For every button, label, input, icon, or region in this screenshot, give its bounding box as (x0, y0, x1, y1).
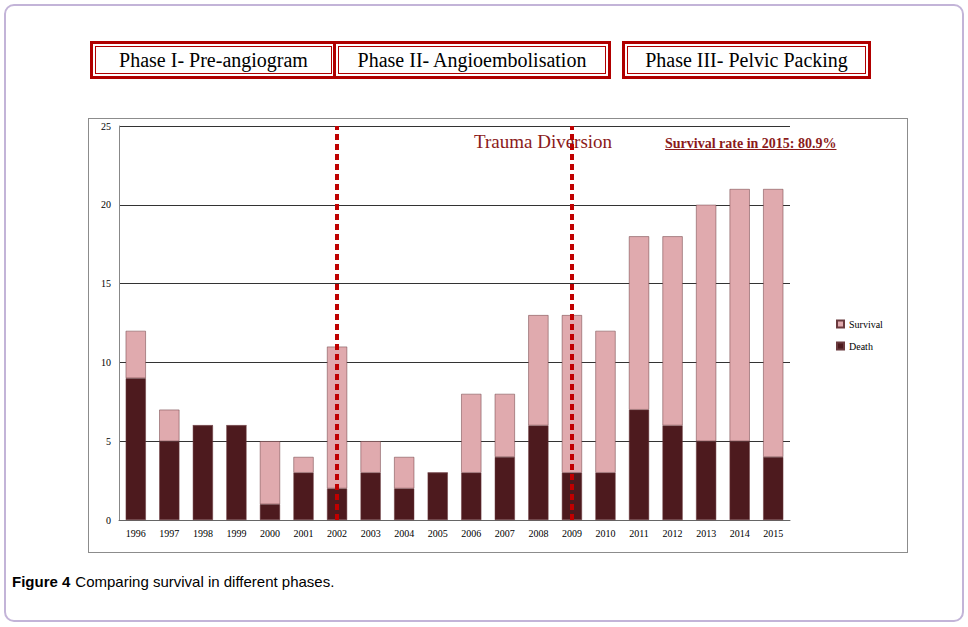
svg-text:2002: 2002 (327, 528, 347, 539)
svg-text:25: 25 (101, 121, 111, 132)
svg-text:2011: 2011 (629, 528, 649, 539)
svg-text:0: 0 (106, 515, 111, 526)
svg-text:2000: 2000 (260, 528, 280, 539)
svg-text:2010: 2010 (595, 528, 615, 539)
svg-text:2005: 2005 (428, 528, 448, 539)
html-text:Figure 4 Comparing survival in: Figure 4 Comparing survival in different… (12, 573, 335, 590)
svg-text:1996: 1996 (126, 528, 146, 539)
svg-text:2012: 2012 (663, 528, 683, 539)
html-text:Survival rate in 2015: 80.9%: Survival rate in 2015: 80.9% (665, 136, 837, 151)
svg-text:2003: 2003 (361, 528, 381, 539)
html-text:Phase III- Pelvic Packing: Phase III- Pelvic Packing (645, 49, 848, 71)
html-text:Phase I- Pre-angiogram: Phase I- Pre-angiogram (119, 49, 308, 71)
svg-text:10: 10 (101, 357, 111, 368)
svg-text:2015: 2015 (763, 528, 783, 539)
svg-text:2006: 2006 (461, 528, 481, 539)
svg-text:2007: 2007 (495, 528, 515, 539)
html-text:Trauma Diversion: Trauma Diversion (474, 131, 613, 152)
svg-text:2004: 2004 (394, 528, 414, 539)
svg-text:1997: 1997 (159, 528, 179, 539)
svg-text:2013: 2013 (696, 528, 716, 539)
svg-text:Death: Death (849, 341, 873, 352)
svg-text:2008: 2008 (528, 528, 548, 539)
svg-text:2014: 2014 (730, 528, 750, 539)
svg-text:5: 5 (106, 436, 111, 447)
svg-text:20: 20 (101, 199, 111, 210)
svg-text:2001: 2001 (294, 528, 314, 539)
svg-text:1998: 1998 (193, 528, 213, 539)
svg-text:2009: 2009 (562, 528, 582, 539)
svg-text:1999: 1999 (226, 528, 246, 539)
html-text:Phase II- Angioembolisation: Phase II- Angioembolisation (357, 49, 587, 71)
svg-text:Survival: Survival (849, 319, 883, 330)
svg-text:15: 15 (101, 278, 111, 289)
